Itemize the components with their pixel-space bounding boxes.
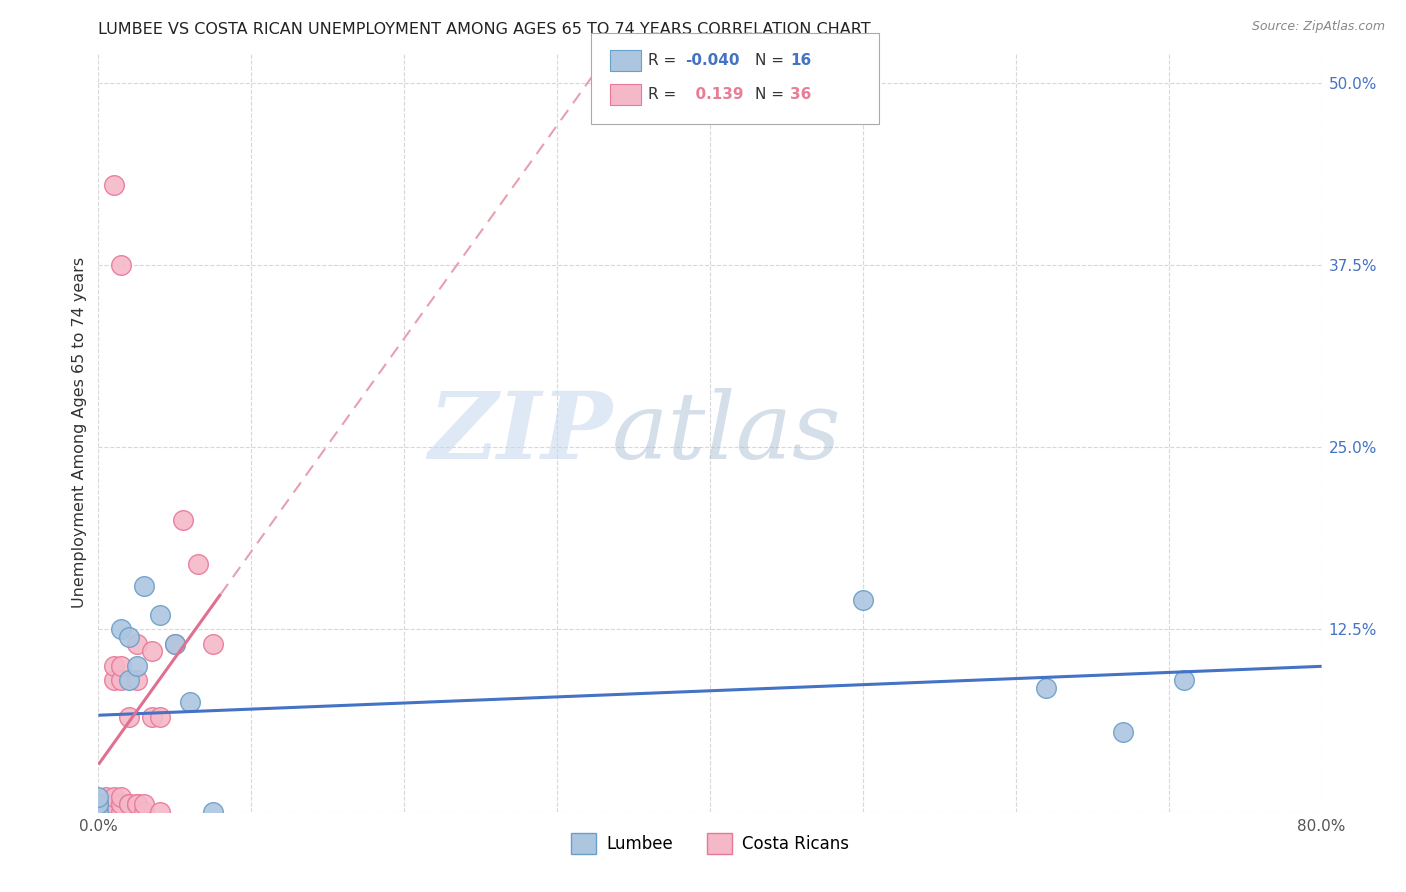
Text: 0.139: 0.139 bbox=[685, 87, 744, 102]
Point bbox=[163, 637, 186, 651]
Point bbox=[87, 797, 110, 812]
Point bbox=[134, 797, 156, 812]
Point bbox=[149, 805, 172, 819]
Text: N =: N = bbox=[755, 54, 789, 68]
Point bbox=[118, 797, 141, 812]
Point bbox=[110, 797, 132, 812]
Text: 36: 36 bbox=[790, 87, 811, 102]
Text: LUMBEE VS COSTA RICAN UNEMPLOYMENT AMONG AGES 65 TO 74 YEARS CORRELATION CHART: LUMBEE VS COSTA RICAN UNEMPLOYMENT AMONG… bbox=[98, 22, 872, 37]
Point bbox=[103, 178, 125, 192]
Point bbox=[149, 710, 172, 724]
Point bbox=[87, 797, 110, 812]
Point bbox=[141, 710, 163, 724]
Point bbox=[87, 790, 110, 805]
Point bbox=[87, 797, 110, 812]
Point bbox=[94, 797, 117, 812]
Point bbox=[87, 805, 110, 819]
Point bbox=[202, 805, 225, 819]
Point bbox=[125, 637, 148, 651]
Point bbox=[118, 797, 141, 812]
Point bbox=[141, 644, 163, 658]
Point bbox=[110, 623, 132, 637]
Point bbox=[1035, 681, 1057, 695]
Point bbox=[149, 607, 172, 622]
Point bbox=[87, 797, 110, 812]
Point bbox=[1112, 724, 1135, 739]
Point bbox=[87, 805, 110, 819]
Y-axis label: Unemployment Among Ages 65 to 74 years: Unemployment Among Ages 65 to 74 years bbox=[72, 257, 87, 608]
Point bbox=[103, 790, 125, 805]
Point bbox=[202, 637, 225, 651]
Point bbox=[125, 797, 148, 812]
Point bbox=[125, 673, 148, 688]
Text: ZIP: ZIP bbox=[427, 388, 612, 477]
Point bbox=[118, 710, 141, 724]
Point bbox=[163, 637, 186, 651]
Point bbox=[134, 805, 156, 819]
Point bbox=[179, 695, 201, 709]
Text: 16: 16 bbox=[790, 54, 811, 68]
Point bbox=[110, 673, 132, 688]
Point bbox=[125, 659, 148, 673]
Point bbox=[118, 630, 141, 644]
Point bbox=[110, 258, 132, 272]
Point bbox=[87, 805, 110, 819]
Point bbox=[187, 557, 209, 571]
Point bbox=[94, 805, 117, 819]
Text: -0.040: -0.040 bbox=[685, 54, 740, 68]
Point bbox=[172, 513, 194, 527]
Point bbox=[110, 790, 132, 805]
Point bbox=[103, 659, 125, 673]
Point bbox=[1173, 673, 1195, 688]
Legend: Lumbee, Costa Ricans: Lumbee, Costa Ricans bbox=[565, 827, 855, 860]
Point bbox=[87, 805, 110, 819]
Point bbox=[110, 659, 132, 673]
Point bbox=[125, 797, 148, 812]
Point bbox=[103, 673, 125, 688]
Point bbox=[110, 805, 132, 819]
Point bbox=[94, 797, 117, 812]
Point bbox=[94, 790, 117, 805]
Text: R =: R = bbox=[648, 54, 682, 68]
Text: N =: N = bbox=[755, 87, 789, 102]
Point bbox=[134, 579, 156, 593]
Point bbox=[852, 593, 875, 607]
Text: atlas: atlas bbox=[612, 388, 842, 477]
Text: Source: ZipAtlas.com: Source: ZipAtlas.com bbox=[1251, 20, 1385, 33]
Point bbox=[103, 797, 125, 812]
Point bbox=[103, 797, 125, 812]
Point bbox=[94, 805, 117, 819]
Point bbox=[118, 673, 141, 688]
Text: R =: R = bbox=[648, 87, 682, 102]
